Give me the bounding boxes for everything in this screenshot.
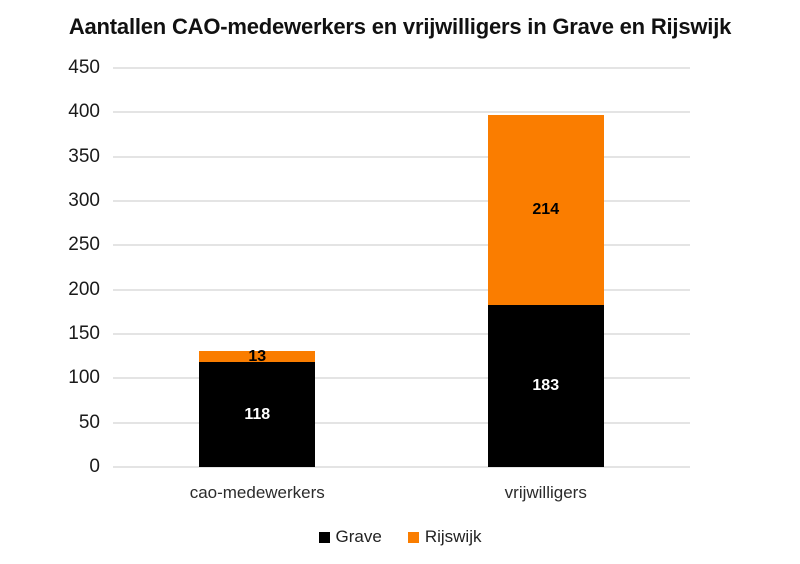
legend-item-grave: Grave bbox=[318, 527, 382, 547]
bar-value-label: 13 bbox=[248, 347, 267, 365]
y-axis-tick-label: 300 bbox=[68, 190, 100, 211]
bar-segment-rijswijk bbox=[487, 114, 604, 305]
x-axis-category-label: cao-medewerkers bbox=[189, 483, 325, 502]
legend-item-rijswijk: Rijswijk bbox=[407, 527, 482, 547]
chart-title: Aantallen CAO-medewerkers en vrijwillige… bbox=[68, 14, 732, 39]
bar-segment-grave bbox=[199, 362, 316, 467]
x-axis-category-label: vrijwilligers bbox=[504, 483, 587, 502]
y-axis-tick-label: 250 bbox=[68, 234, 100, 256]
legend: Grave Rijswijk bbox=[0, 527, 800, 547]
y-axis-tick-label: 400 bbox=[68, 101, 100, 123]
y-axis-tick-label: 100 bbox=[68, 367, 100, 389]
y-axis-tick-label: 200 bbox=[68, 278, 100, 300]
legend-label: Grave bbox=[335, 527, 382, 546]
gridline bbox=[113, 288, 690, 291]
gridline bbox=[113, 67, 690, 69]
bar-value-label: 118 bbox=[244, 405, 271, 423]
bar-segment-rijswijk bbox=[199, 350, 316, 363]
y-axis-tick-label: 350 bbox=[68, 145, 100, 167]
gridline bbox=[113, 200, 690, 202]
legend-swatch-icon bbox=[318, 531, 330, 543]
gridline bbox=[113, 466, 690, 468]
y-axis-tick-label: 450 bbox=[68, 57, 100, 78]
bar-segment-grave bbox=[487, 304, 604, 467]
y-axis-tick-label: 50 bbox=[78, 411, 100, 433]
gridline bbox=[113, 421, 690, 424]
gridline bbox=[113, 244, 690, 247]
gridline bbox=[113, 155, 690, 158]
legend-swatch-icon bbox=[407, 531, 419, 543]
bar-value-label: 183 bbox=[532, 376, 560, 394]
legend-label: Rijswijk bbox=[424, 527, 482, 546]
y-axis-tick-label: 0 bbox=[89, 456, 100, 477]
gridline bbox=[113, 333, 690, 335]
bar-value-label: 214 bbox=[532, 200, 560, 218]
y-axis-tick-label: 150 bbox=[68, 323, 100, 344]
gridline bbox=[113, 111, 690, 114]
gridline bbox=[113, 377, 690, 380]
